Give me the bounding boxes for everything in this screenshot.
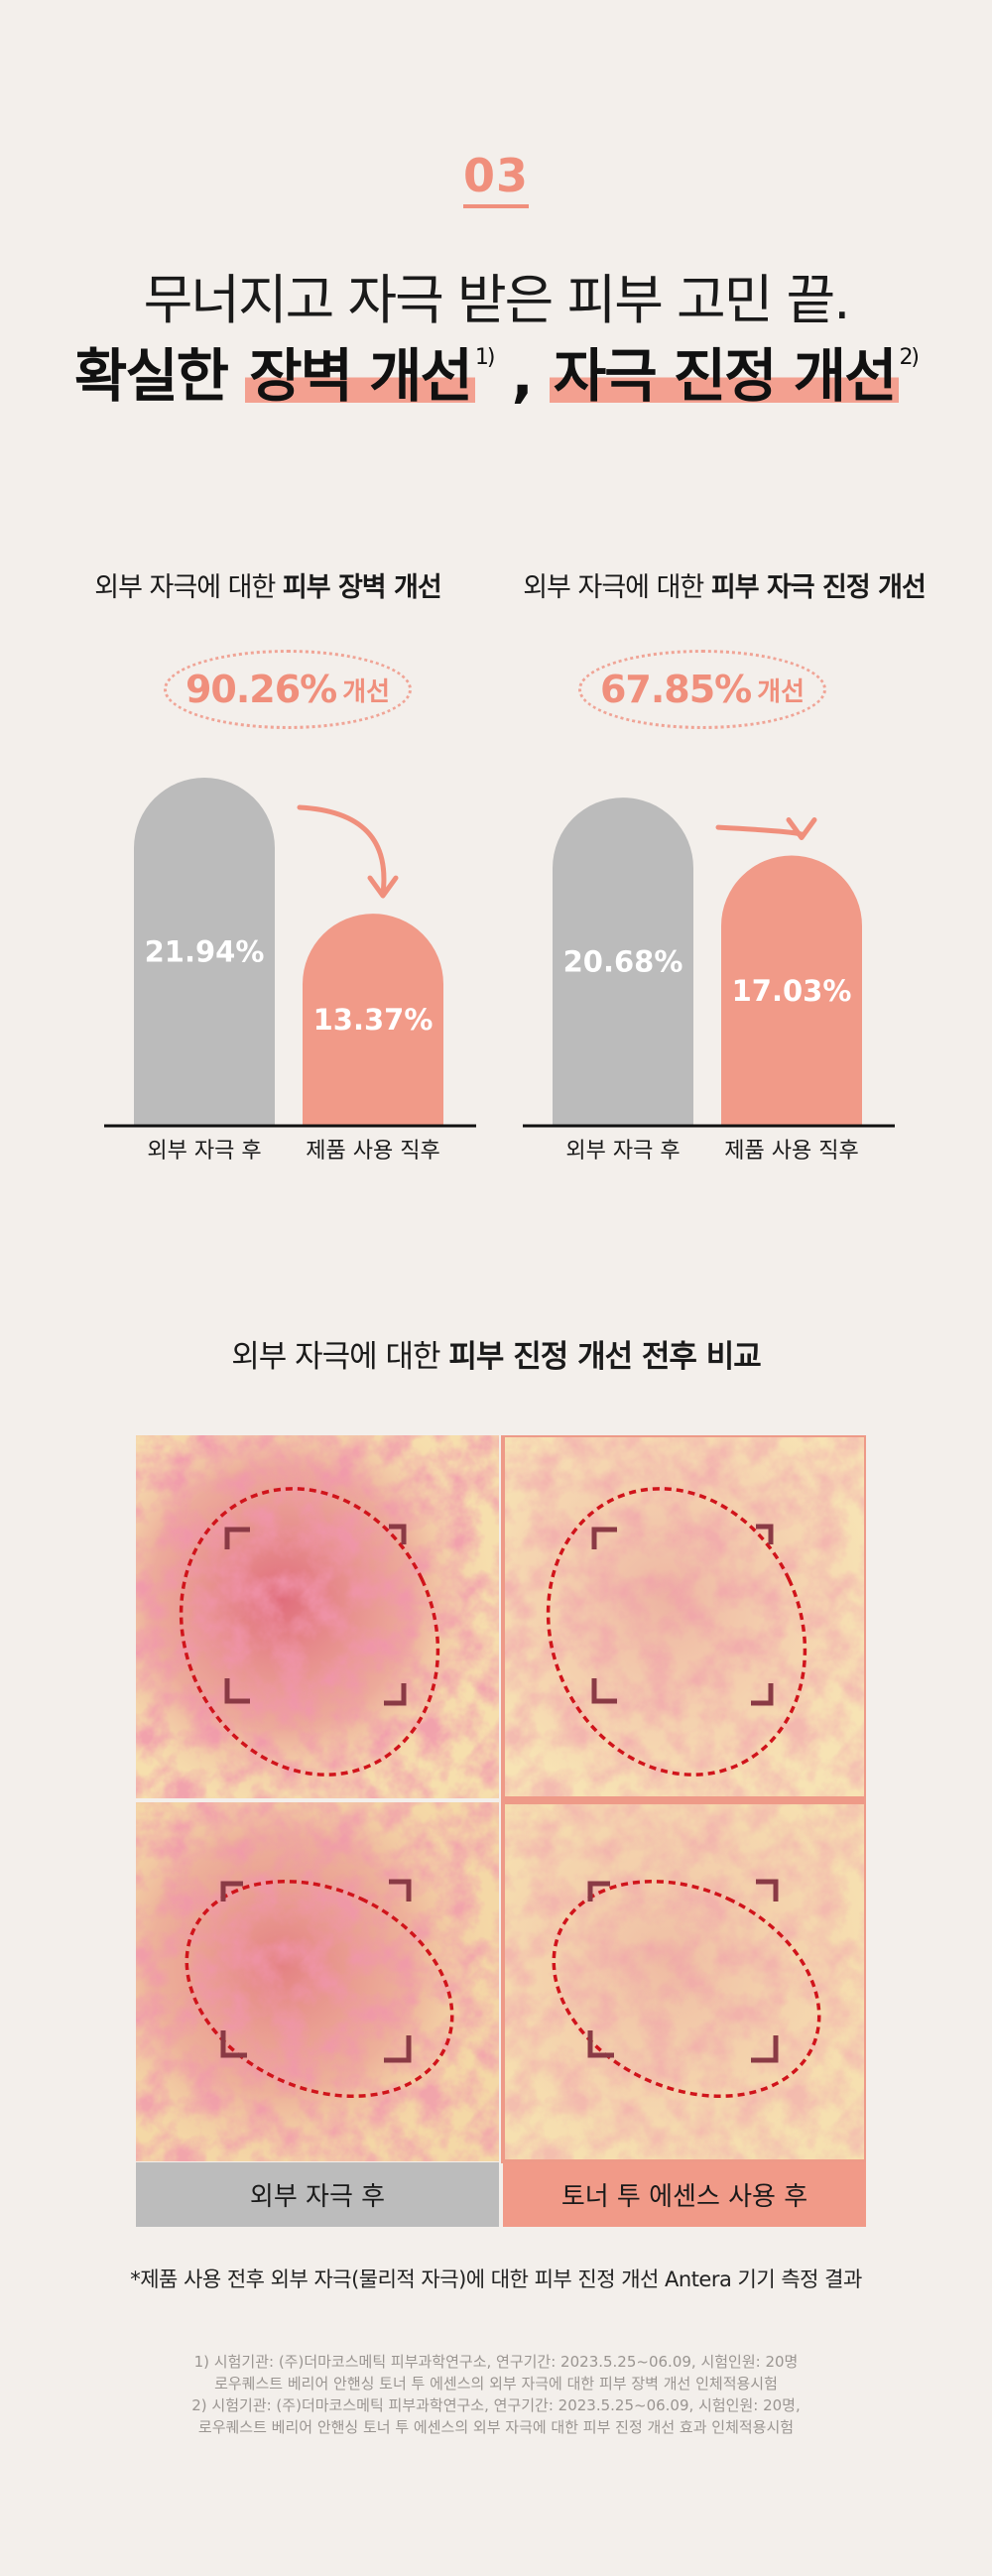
ref1-line2: 로우퀘스트 베리어 안핸싱 토너 투 에센스의 외부 자극에 대한 피부 장벽 … (214, 2375, 778, 2392)
photo-after-top (501, 1433, 868, 1800)
ref2-line1: 2) 시험기관: (주)더마코스메틱 피부과학연구소, 연구기간: 2023.5… (191, 2396, 801, 2414)
category-label-1: 제품 사용 직후 (724, 1139, 858, 1164)
photo-before-top (136, 1435, 499, 1798)
bar-1 (721, 855, 862, 1126)
bar-0 (134, 777, 275, 1126)
photo-after-bottom (501, 1800, 868, 2163)
decrease-arrow (715, 824, 806, 839)
footnote-ref-1: 1) (474, 345, 496, 370)
bar-chart-soothing: 20.68% 외부 자극 후 17.03% 제품 사용 직후 (523, 797, 895, 1164)
bar-0 (553, 797, 693, 1126)
bar-chart-barrier: 21.94% 외부 자극 후 13.37% 제품 사용 직후 (104, 777, 476, 1164)
caption-after: 토너 투 에센스 사용 후 (503, 2162, 866, 2227)
bar-value-label-0: 21.94% (145, 934, 265, 968)
ref2-line2: 로우퀘스트 베리어 안핸싱 토너 투 에센스의 외부 자극에 대한 피부 진정 … (197, 2418, 795, 2436)
bar-value-label-1: 13.37% (313, 1003, 434, 1037)
arrow-head (367, 875, 399, 899)
category-label-1: 제품 사용 직후 (306, 1139, 439, 1164)
chart-title-barrier: 외부 자극에 대한 피부 장벽 개선 (94, 572, 441, 603)
ref1-line1: 1) 시험기관: (주)더마코스메틱 피부과학연구소, 연구기간: 2023.5… (193, 2353, 799, 2371)
comparison-photo-grid (136, 1433, 868, 2227)
bar-value-label-1: 17.03% (732, 974, 852, 1008)
highlight-barrier: 장벽 개선 (245, 342, 475, 410)
decrease-arrow (297, 804, 387, 897)
chart-title-soothing: 외부 자극에 대한 피부 자극 진정 개선 (523, 572, 927, 603)
headline-line1: 무너지고 자극 받은 피부 고민 끝. (143, 269, 851, 331)
photo-before-bottom (136, 1802, 499, 2161)
footnote-references: 1) 시험기관: (주)더마코스메틱 피부과학연구소, 연구기간: 2023.5… (0, 2351, 992, 2438)
section-number: 03 (0, 149, 992, 208)
improvement-badge-soothing: 67.85% 개선 (578, 650, 826, 729)
footnote-ref-2: 2) (899, 345, 920, 370)
skin-photo-grid (136, 1433, 868, 2163)
comparison-title: 외부 자극에 대한 피부 진정 개선 전후 비교 (231, 1339, 762, 1375)
category-label-0: 외부 자극 후 (147, 1139, 261, 1164)
headline-line2: 확실한 장벽 개선 1) , 자극 진정 개선 2) (73, 342, 920, 410)
arrow-head (786, 817, 817, 841)
measurement-note: *제품 사용 전후 외부 자극(물리적 자극)에 대한 피부 진정 개선 Ant… (130, 2268, 862, 2291)
bar-1 (303, 914, 443, 1126)
improvement-badge-barrier: 90.26% 개선 (164, 650, 412, 729)
caption-before: 외부 자극 후 (136, 2162, 499, 2227)
bar-value-label-0: 20.68% (563, 945, 683, 979)
category-label-0: 외부 자극 후 (565, 1139, 680, 1164)
highlight-soothing: 자극 진정 개선 (549, 342, 900, 410)
